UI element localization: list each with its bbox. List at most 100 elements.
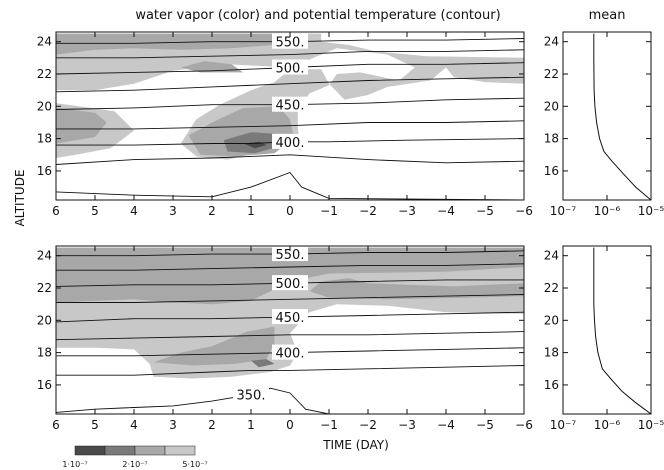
y-tick-label: 24 [37,35,52,49]
mean-profile-line [593,247,651,414]
theta-contour [56,365,524,376]
y-tick-label: 24 [544,35,559,49]
contour-label-bg [272,33,308,49]
figure-title: water vapor (color) and potential temper… [135,8,500,23]
x-tick-label: 4 [130,204,138,218]
x-tick-label: −2 [359,418,377,432]
x-tick-label: 0 [286,418,294,432]
contour-label-bg [272,59,308,75]
x-axis-label: TIME (DAY) [322,438,389,452]
contour-label-bg [272,344,308,360]
x-tick-label: −3 [398,204,416,218]
y-tick-label: 22 [37,281,52,295]
y-tick-label: 20 [544,313,559,327]
y-tick-label: 24 [37,249,52,263]
colorbar-label: 5·10⁻⁷ [182,460,207,469]
mean-title: mean [589,8,626,23]
contour-label: 550. [276,36,305,51]
colorbar-swatch [134,445,166,456]
theta-contour [56,263,524,271]
x-tick-label: 3 [169,418,177,432]
y-tick-label: 22 [544,281,559,295]
x-tick-label: 2 [208,204,216,218]
theta-contour [56,171,524,200]
x-tick-label: 10⁻⁵ [638,204,664,218]
x-tick-label: 10⁻⁶ [594,204,621,218]
x-tick-label: −3 [398,418,416,432]
colorbar-label: 2·10⁻⁷ [122,460,147,469]
x-tick-label: −4 [437,204,455,218]
panel-top: 400. 450. 500. 550. 16 18 20 22 24 6 5 4 3 2 1 0 −1 −2 −3 −… [37,31,533,218]
y-tick-label: 18 [37,132,52,146]
panel-bottom: 350. 400. 450. 500. 550. 16 18 20 22 24 6 5 4 3 2 1 0 −1 −… [37,245,533,432]
panel-top-mean: 16 18 20 22 24 10⁻⁷ 10⁻⁶ 10⁻⁵ [544,31,664,218]
theta-contour [56,120,524,130]
theta-contour [56,387,330,414]
x-tick-label: 10⁻⁶ [594,418,621,432]
contour-label: 350. [237,389,266,404]
x-tick-label: 0 [286,204,294,218]
contour-label-bg [233,386,269,402]
contour-label: 400. [276,136,305,151]
vapor-region [153,326,275,366]
theta-contour [56,294,524,303]
x-tick-label: 6 [52,418,60,432]
y-tick-label: 22 [37,67,52,81]
y-tick-label: 18 [544,346,559,360]
contour-label: 400. [276,347,305,362]
panel-plot-area [593,33,651,200]
x-tick-label: 10⁻⁷ [550,204,577,218]
contour-label: 550. [276,248,305,263]
theta-contour [56,154,524,165]
y-axis-label: ALTITUDE [13,169,27,226]
x-tick-label: 10⁻⁷ [550,418,577,432]
y-tick-label: 20 [37,99,52,113]
x-tick-label: −1 [320,204,338,218]
x-tick-label: −5 [476,418,494,432]
y-tick-label: 22 [544,67,559,81]
x-tick-label: −2 [359,204,377,218]
panel-frame [562,245,652,415]
contour-label: 500. [276,277,305,292]
y-tick-label: 18 [37,346,52,360]
colorbar-swatch [74,445,106,456]
panel-plot-area [56,33,524,200]
y-tick-label: 16 [37,164,52,178]
vapor-region [56,33,524,160]
x-tick-label: 10⁻⁵ [638,418,664,432]
theta-contour [56,76,524,93]
colorbar-label: 1·10⁻⁷ [62,460,87,469]
contour-label: 500. [276,62,305,77]
y-tick-label: 24 [544,249,559,263]
contour-label: 450. [276,99,305,114]
x-tick-label: 1 [247,204,255,218]
x-tick-label: 5 [91,418,99,432]
mean-profile-line [593,33,651,200]
theta-contour [56,331,524,341]
theta-contour [56,49,524,59]
panel-plot-area [593,247,651,414]
x-tick-label: 2 [208,418,216,432]
x-tick-label: −5 [476,204,494,218]
panel-bottom-mean: 16 18 20 22 24 10⁻⁷ 10⁻⁶ 10⁻⁵ [544,245,664,432]
x-tick-label: 5 [91,204,99,218]
contour-label-bg [272,133,308,149]
y-tick-label: 16 [37,378,52,392]
vapor-region [56,33,283,55]
contour-label-bg [272,96,308,112]
y-tick-label: 20 [37,313,52,327]
colorbar: 1·10⁻⁷ 2·10⁻⁷ 5·10⁻⁷ [62,445,208,469]
theta-contour [56,138,524,146]
colorbar-swatch [104,445,136,456]
vapor-region [180,61,244,73]
x-tick-label: −4 [437,418,455,432]
contour-label: 450. [276,311,305,326]
contour-label-bg [272,246,308,262]
x-tick-label: 3 [169,204,177,218]
x-tick-label: −1 [320,418,338,432]
contour-label-bg [272,275,308,291]
y-tick-label: 18 [544,132,559,146]
colorbar-swatch [164,445,196,456]
